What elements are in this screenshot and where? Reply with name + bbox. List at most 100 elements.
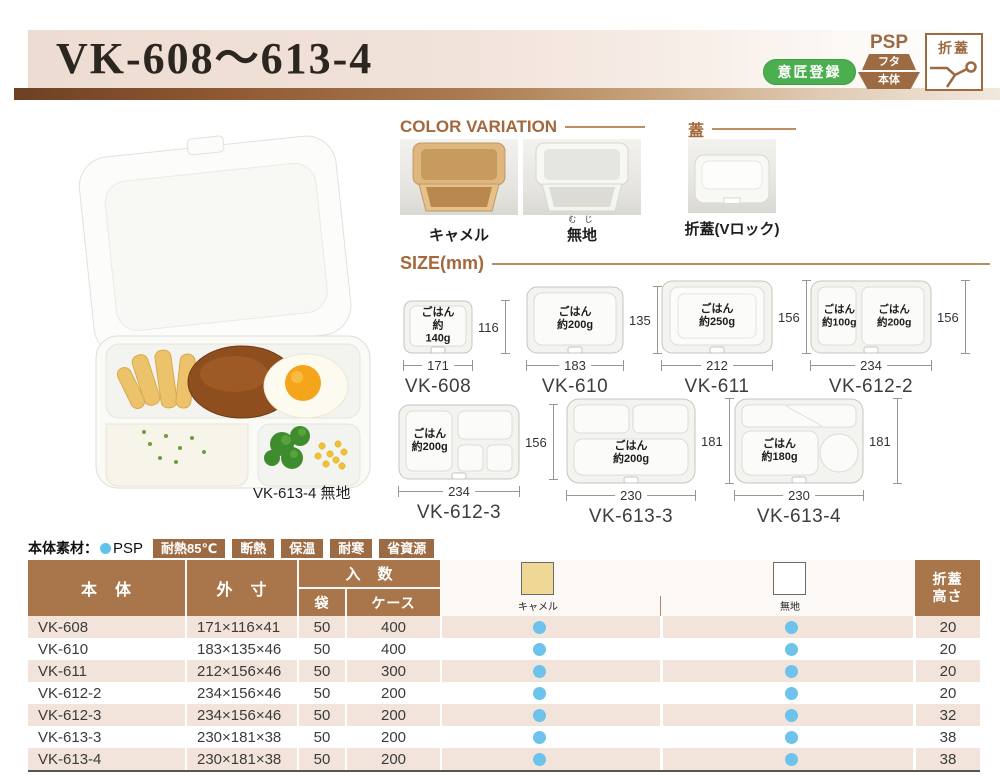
camel-dot: [533, 642, 546, 656]
section-rule: [712, 128, 796, 130]
cell-camel: [440, 660, 660, 682]
cell-bag: 50: [297, 704, 345, 726]
size-diagram-vk-612-3: ごはん 約200g 156 234 VK-612-3: [398, 404, 558, 524]
cell-case: 200: [345, 726, 440, 748]
plain-dot: [785, 730, 798, 744]
cell-fold-height: 38: [913, 748, 980, 770]
cell-bag: 50: [297, 616, 345, 638]
width-dimension: 234: [810, 358, 932, 373]
container-outline: [810, 280, 932, 354]
rice-amount-label: ごはん 約140g: [421, 307, 455, 345]
width-dimension: 212: [661, 358, 773, 373]
plain-dot: [785, 642, 798, 656]
open-box-illustration-camel: [412, 142, 506, 212]
page-title: VK-608〜613-4: [56, 34, 374, 83]
camel-dot: [533, 730, 546, 744]
header-case: ケース: [347, 589, 440, 616]
width-dimension: 230: [566, 488, 696, 503]
rice-amount-label: ごはん 約250g: [698, 303, 736, 329]
color-label-text: キャメル: [428, 227, 489, 244]
cell-bag: 50: [297, 660, 345, 682]
width-dimension: 234: [398, 484, 520, 499]
cell-case: 300: [345, 660, 440, 682]
cell-outer: 230×181×38: [185, 748, 297, 770]
plain-dot: [785, 620, 798, 634]
cell-bag: 50: [297, 726, 345, 748]
cell-camel: [440, 682, 660, 704]
section-title: COLOR VARIATION: [400, 117, 558, 136]
header-color-area: キャメル 無地: [440, 560, 913, 616]
product-name: VK-610: [541, 376, 609, 397]
height-dimension: 135: [629, 286, 662, 354]
size-diagram-vk-611: ごはん 約250g 156 212 VK-611: [661, 280, 811, 398]
height-dimension: 181: [869, 398, 902, 484]
container-outline: [398, 404, 520, 480]
section-title: SIZE(mm): [400, 253, 485, 273]
section-title: 蓋: [688, 123, 705, 140]
product-name: VK-612-3: [416, 502, 502, 523]
cell-outer: 183×135×46: [185, 638, 297, 660]
header-outer-size: 外 寸: [187, 560, 297, 616]
header-body: 本 体: [28, 560, 185, 616]
cell-plain: [660, 616, 913, 638]
size-diagram-vk-610: ごはん 約200g 135 183 VK-610: [526, 286, 662, 398]
camel-color-photo: [400, 139, 518, 215]
cell-plain: [660, 682, 913, 704]
container-outline: [734, 398, 864, 484]
container-outline: [661, 280, 773, 354]
lid-label: 折蓋(Vロック): [672, 218, 792, 239]
rice-amount-label-2: ごはん 約200g: [876, 303, 912, 329]
cell-body: VK-611: [38, 662, 87, 680]
size-diagram-vk-608: ごはん 約140g 116 171 VK-608: [403, 300, 510, 398]
fold-lid-badge: 折蓋: [925, 33, 983, 91]
feature-badge: 保温: [281, 539, 324, 558]
plain-color-photo: [523, 139, 641, 215]
width-dimension: 183: [526, 358, 624, 373]
product-name: VK-613-3: [588, 506, 674, 527]
color-label-text: 無地: [566, 227, 597, 244]
header-quantity: 入 数: [299, 560, 440, 587]
cell-bag: 50: [297, 682, 345, 704]
width-dimension: 171: [403, 358, 473, 373]
size-diagram-vk-613-3: ごはん 約200g 181 230 VK-613-3: [566, 398, 734, 528]
size-section-header: SIZE(mm): [400, 253, 990, 274]
cell-case: 200: [345, 748, 440, 770]
photo-caption: VK-613-4 無地: [253, 485, 351, 502]
cell-fold-height: 38: [913, 726, 980, 748]
cell-camel: [440, 726, 660, 748]
feature-badge: 耐寒: [330, 539, 373, 558]
height-dimension: 156: [778, 280, 811, 354]
table-row: VK-613-4 230×181×38 50 200 38: [28, 748, 980, 770]
cell-fold-height: 20: [913, 682, 980, 704]
lid-label-text: 折蓋(Vロック): [684, 221, 780, 238]
cell-body: VK-608: [38, 618, 89, 636]
camel-swatch: [521, 562, 554, 595]
table-header: 本 体 外 寸 入 数 袋 ケース キャメル 無地 折蓋 高さ: [28, 560, 980, 616]
cell-plain: [660, 748, 913, 770]
cell-camel: [440, 704, 660, 726]
height-dimension: 156: [525, 404, 558, 480]
cell-plain: [660, 660, 913, 682]
lid-section-header: 蓋: [688, 117, 796, 141]
camel-dot: [533, 686, 546, 700]
title-underline-bar: [14, 88, 1000, 100]
cell-case: 200: [345, 704, 440, 726]
fold-lid-badge-label: 折蓋: [938, 40, 970, 56]
cell-plain: [660, 638, 913, 660]
height-dimension: 156: [937, 280, 970, 354]
table-row: VK-612-3 234×156×46 50 200 32: [28, 704, 980, 726]
open-box-illustration-plain: [535, 142, 629, 212]
cell-outer: 171×116×41: [185, 616, 297, 638]
container-outline: [566, 398, 696, 484]
color-variation-section-header: COLOR VARIATION: [400, 117, 645, 137]
psp-dot-icon: [100, 542, 111, 554]
table-row: VK-611 212×156×46 50 300 20: [28, 660, 980, 682]
product-name: VK-608: [404, 376, 472, 397]
plain-dot: [785, 664, 798, 678]
header-fold-height: 折蓋 高さ: [915, 560, 980, 616]
feature-badges: 耐熱85℃ 断熱 保温 耐寒 省資源: [153, 538, 441, 558]
color-divider: [660, 596, 661, 616]
cell-fold-height: 20: [913, 660, 980, 682]
rice-amount-label: ごはん 約200g: [612, 440, 650, 466]
